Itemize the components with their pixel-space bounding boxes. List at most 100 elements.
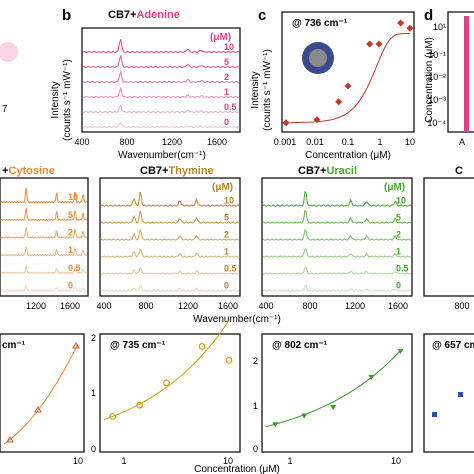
spectrum-line xyxy=(100,285,240,292)
spectrum-line xyxy=(100,248,240,258)
concentration-label: 5 xyxy=(396,213,401,223)
bt-xtick-0: 1 xyxy=(121,456,126,466)
concentration-label: 5 xyxy=(224,213,229,223)
panel-c: c @ 736 cm⁻¹ Intensity (counts s⁻¹ mW⁻¹)… xyxy=(250,7,415,161)
panel-d-bar xyxy=(464,16,469,132)
data-point xyxy=(109,413,117,420)
bu-ytick-1: 1 xyxy=(253,401,258,411)
panel-c-plot xyxy=(282,19,414,127)
concentration-label: 2 xyxy=(396,230,401,240)
row3-panels: cm⁻¹ 10 @ 735 cm⁻¹ 0 1 2 1 10 @ 802 cm⁻¹… xyxy=(0,320,474,474)
panel-d-ytick-0: 10¹ xyxy=(433,22,446,32)
panel-c-xtick-2: 0.1 xyxy=(342,137,355,147)
panel-c-xtick-4: 10 xyxy=(405,137,415,147)
data-point xyxy=(282,119,290,127)
bottom-uracil-axes xyxy=(261,333,413,453)
panel-cytosine-axes xyxy=(0,177,89,297)
bt-ytick-2: 2 xyxy=(91,333,96,343)
molecule-glow xyxy=(0,42,18,62)
concentration-label: 2 xyxy=(224,230,229,240)
bottom-guanine-point-1 xyxy=(458,392,463,397)
svg-text:CB7+Thymine: CB7+Thymine xyxy=(140,165,214,177)
panel-c-molecule xyxy=(302,42,334,74)
panel-d-ylabel: Concentration (μM) xyxy=(424,37,435,123)
bottom-xlabel: Concentration (μM) xyxy=(194,464,280,474)
data-point xyxy=(397,19,405,27)
panel-c-xtick-3: 1 xyxy=(377,137,382,147)
panel-cytosine-spectra: 10 5 2 1 0.5 0 xyxy=(0,187,88,292)
spectrum-line xyxy=(82,122,240,129)
panel-b-xlabel: Wavenumber(cm⁻¹) xyxy=(118,150,206,161)
panel-b-letter: b xyxy=(62,7,71,24)
spectrum-line xyxy=(262,248,412,258)
panel-b-title-prefix: CB7+ xyxy=(108,9,136,21)
panel-uracil-analyte: Uracil xyxy=(326,165,357,177)
guest-molecule-icon xyxy=(309,49,327,67)
ura-xtick-1: 800 xyxy=(302,301,317,311)
panel-b-ylabel: Intensity xyxy=(50,81,61,118)
panel-uracil-unit: (μM) xyxy=(384,182,405,193)
bu-ytick-0: 0 xyxy=(253,444,258,454)
bottom-thymine-annotation: @ 735 cm⁻¹ xyxy=(110,340,166,351)
spectrum-line xyxy=(262,228,412,241)
spectrum-line xyxy=(100,228,240,241)
bt-ytick-1: 1 xyxy=(91,388,96,398)
data-point xyxy=(272,422,279,428)
panel-b-xtick-0: 400 xyxy=(74,137,89,147)
concentration-label: 1 xyxy=(68,245,73,255)
panel-b-spectra: 10 5 2 1 0.5 0 xyxy=(82,39,240,129)
data-point xyxy=(406,24,414,32)
spectrum-line xyxy=(262,209,412,224)
panel-b: b CB7+Adenine 10 5 2 1 0.5 0 (μM) Intensity (… xyxy=(50,7,241,161)
concentration-label: 2 xyxy=(68,227,73,237)
panel-b-xtick-1: 800 xyxy=(119,137,134,147)
spectrum-line xyxy=(82,69,240,84)
panel-d-ytick-4: 10⁻⁴ xyxy=(427,118,446,128)
concentration-label: 5 xyxy=(224,57,229,67)
panel-b-title-analyte: Adenine xyxy=(136,9,179,21)
thy-xtick-3: 1600 xyxy=(218,301,238,311)
data-point xyxy=(6,436,14,443)
gua-xtick-0: 800 xyxy=(454,301,469,311)
concentration-label: 0.5 xyxy=(396,264,409,274)
panel-d-letter: d xyxy=(424,7,433,24)
panel-a-label: 7 xyxy=(2,104,8,115)
thy-xtick-2: 1200 xyxy=(178,301,198,311)
data-point xyxy=(368,374,375,380)
concentration-label: 0 xyxy=(396,281,401,291)
concentration-label: 0.5 xyxy=(224,102,237,112)
ura-xtick-0: 400 xyxy=(258,301,273,311)
panel-d-ytick-3: 10⁻³ xyxy=(428,95,446,105)
bottom-left-plot xyxy=(3,342,80,445)
bu-xtick-1: 10 xyxy=(391,456,401,466)
spectrum-line xyxy=(82,39,240,54)
spectrum-line xyxy=(82,55,240,69)
panel-c-ylabel: Intensity xyxy=(250,71,261,108)
data-point xyxy=(34,406,42,413)
concentration-label: 1 xyxy=(224,247,229,257)
spectrum-line xyxy=(0,227,88,239)
bu-xtick-0: 1 xyxy=(287,456,292,466)
panel-uracil-prefix: CB7+ xyxy=(298,165,326,177)
panel-c-xlabel: Concentration (μM) xyxy=(305,150,391,161)
concentration-label: 0 xyxy=(224,117,229,127)
bu-ytick-2: 2 xyxy=(253,356,258,366)
bt-xtick-1: 10 xyxy=(223,456,233,466)
data-point xyxy=(72,342,80,349)
ura-xtick-3: 1600 xyxy=(388,301,408,311)
panel-a-partial: 7 xyxy=(0,42,18,115)
spectrum-line xyxy=(100,267,240,275)
thy-xtick-1: 800 xyxy=(138,301,153,311)
bt-ytick-0: 0 xyxy=(91,444,96,454)
panel-c-letter: c xyxy=(258,7,266,24)
cyt-xtick-0: 1200 xyxy=(26,301,46,311)
panel-thymine-analyte: Thymine xyxy=(168,165,213,177)
fit-curve xyxy=(103,320,230,421)
bottom-left-xtick: 10 xyxy=(73,456,83,466)
spectrum-line xyxy=(82,86,240,99)
concentration-label: 1 xyxy=(224,87,229,97)
concentration-label: 0.5 xyxy=(224,264,237,274)
fit-curve xyxy=(286,33,410,124)
data-point xyxy=(313,116,321,124)
panel-d: d Concentration (μM) 10¹ 10⁻¹ 10⁻² 10⁻³ … xyxy=(424,7,474,147)
